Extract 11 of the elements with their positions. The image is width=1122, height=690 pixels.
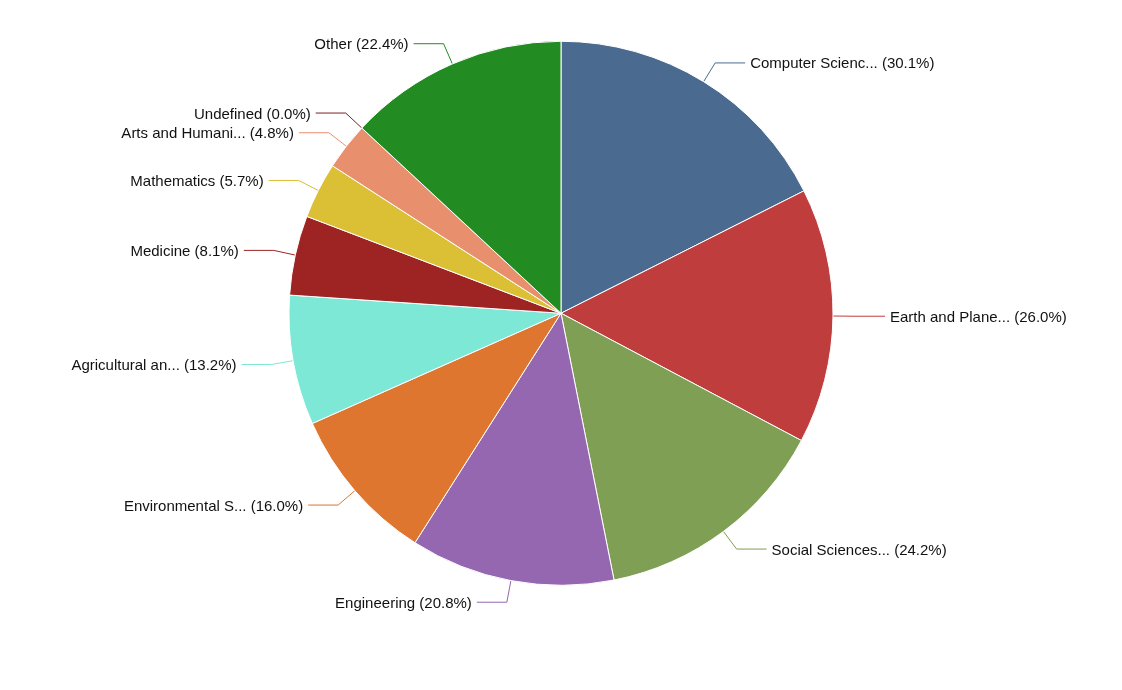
slice-label: Agricultural an... (13.2%): [71, 355, 237, 373]
slice-label: Earth and Plane... (26.0%): [889, 307, 1067, 325]
slice-label: Social Sciences... (24.2%): [771, 540, 947, 558]
slice-label: Other (22.4%): [314, 35, 409, 53]
slice-label: Mathematics (5.7%): [130, 171, 264, 189]
slice-label: Computer Scienc... (30.1%): [750, 54, 935, 72]
slice-label: Medicine (8.1%): [130, 241, 239, 259]
legend-label: Undefined (0.0%): [193, 104, 311, 122]
slice-label: Engineering (20.8%): [335, 593, 472, 611]
slice-label: Environmental S... (16.0%): [123, 496, 304, 514]
slice-label: Arts and Humani... (4.8%): [121, 124, 294, 142]
